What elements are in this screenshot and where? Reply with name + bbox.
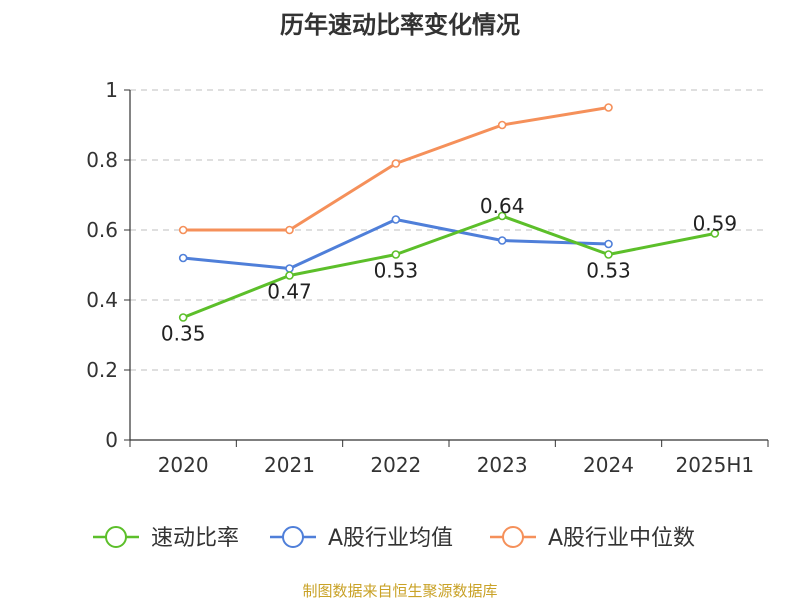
legend-item-2[interactable]: A股行业中位数	[490, 526, 695, 551]
y-tick-label-0: 0	[105, 428, 118, 452]
axes	[129, 90, 768, 441]
x-tick-label-2020: 2020	[158, 453, 209, 477]
y-axis-ticks: 0 0.2 0.4 0.6 0.8 1	[86, 78, 130, 452]
series-layer	[178, 103, 720, 322]
data-label-2022: 0.53	[374, 259, 419, 283]
point-series2-3	[497, 120, 507, 130]
point-series0-4	[604, 250, 613, 259]
point-series0-1	[285, 271, 294, 280]
legend-marker-1	[282, 526, 304, 548]
legend-label-1: A股行业均值	[328, 526, 453, 551]
point-series1-0	[178, 253, 188, 263]
y-tick-label-2: 0.4	[86, 288, 118, 312]
point-series2-2	[391, 159, 401, 168]
x-axis-ticks: 2020 2021 2022 2023 2024 2025H1	[129, 440, 769, 477]
point-series0-0	[178, 313, 188, 322]
point-series1-3	[497, 236, 507, 245]
y-tick-label-1: 0.2	[86, 358, 118, 382]
legend-item-1[interactable]: A股行业均值	[270, 526, 453, 551]
point-series1-1	[285, 264, 294, 273]
point-series0-2	[391, 250, 401, 259]
y-tick-label-3: 0.6	[86, 218, 118, 242]
data-label-2021: 0.47	[267, 280, 312, 304]
x-tick-label-2025H1: 2025H1	[675, 453, 754, 477]
legend[interactable]: 速动比率 A股行业均值 A股行业中位数	[93, 526, 695, 551]
point-series1-4	[604, 239, 613, 249]
point-series0-3	[497, 211, 507, 221]
point-series2-1	[285, 225, 294, 235]
data-label-2024: 0.53	[586, 259, 631, 283]
point-series0-5	[710, 229, 720, 238]
point-series2-4	[604, 103, 613, 112]
legend-item-0[interactable]: 速动比率	[93, 526, 239, 551]
legend-label-0: 速动比率	[151, 526, 239, 551]
point-series1-2	[391, 215, 401, 224]
legend-label-2: A股行业中位数	[548, 526, 695, 551]
x-tick-label-2023: 2023	[477, 453, 528, 477]
data-label-2020: 0.35	[161, 322, 206, 346]
legend-marker-0	[105, 526, 127, 548]
y-tick-label-4: 0.8	[86, 148, 118, 172]
x-tick-label-2024: 2024	[583, 453, 634, 477]
series-line-2	[183, 106, 609, 232]
y-tick-label-5: 1	[105, 78, 118, 102]
x-tick-label-2021: 2021	[264, 453, 315, 477]
x-tick-label-2022: 2022	[370, 453, 421, 477]
legend-marker-2	[502, 526, 524, 548]
series-line-0	[182, 214, 716, 319]
data-label-2025H1: 0.59	[693, 212, 738, 236]
point-series2-0	[178, 225, 188, 235]
data-labels: 0.35 0.47 0.53 0.64 0.53 0.59	[161, 194, 737, 346]
source-note: 制图数据来自恒生聚源数据库	[302, 582, 497, 600]
data-label-2023: 0.64	[480, 194, 525, 218]
chart-title: 历年速动比率变化情况	[280, 11, 520, 39]
